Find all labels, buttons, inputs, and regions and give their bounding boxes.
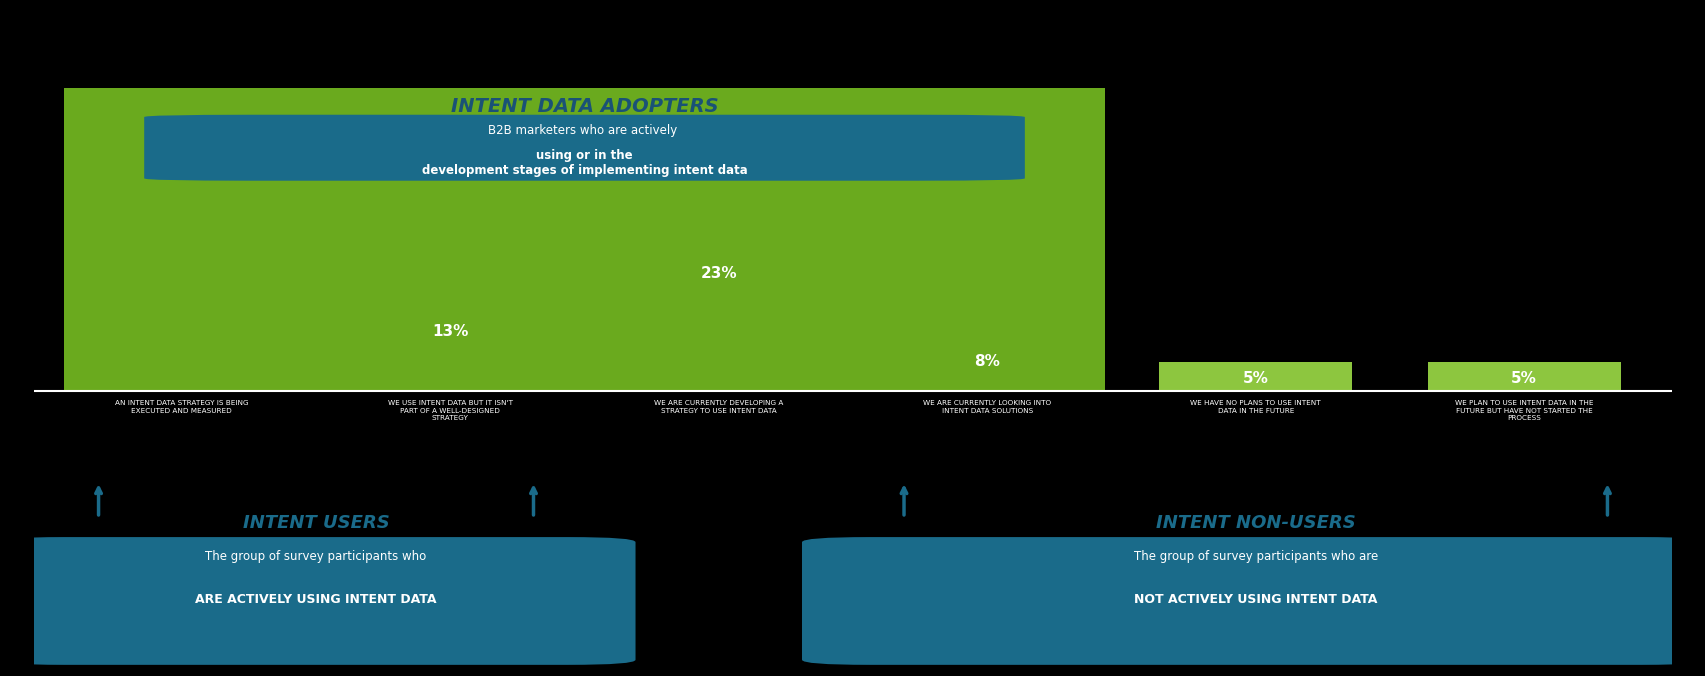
Text: AN INTENT DATA STRATEGY IS BEING
EXECUTED AND MEASURED: AN INTENT DATA STRATEGY IS BEING EXECUTE…	[114, 400, 249, 414]
Text: WE ARE CURRENTLY DEVELOPING A
STRATEGY TO USE INTENT DATA: WE ARE CURRENTLY DEVELOPING A STRATEGY T…	[653, 400, 783, 414]
Text: NOT ACTIVELY USING INTENT DATA: NOT ACTIVELY USING INTENT DATA	[1134, 593, 1376, 606]
FancyBboxPatch shape	[0, 537, 636, 665]
FancyBboxPatch shape	[145, 115, 1025, 180]
Text: INTENT NON-USERS: INTENT NON-USERS	[1156, 514, 1355, 532]
Text: The group of survey participants who: The group of survey participants who	[205, 550, 426, 563]
Text: B2B marketers who are actively: B2B marketers who are actively	[488, 124, 680, 137]
Text: INTENT DATA ADOPTERS: INTENT DATA ADOPTERS	[450, 97, 718, 116]
Bar	[63, 88, 1105, 391]
Bar	[1158, 362, 1352, 391]
Bar	[622, 257, 815, 391]
Bar	[353, 316, 547, 391]
Text: 13%: 13%	[431, 324, 469, 339]
Text: 5%: 5%	[1511, 371, 1536, 386]
Text: 5%: 5%	[1241, 371, 1269, 386]
Text: WE ARE CURRENTLY LOOKING INTO
INTENT DATA SOLUTIONS: WE ARE CURRENTLY LOOKING INTO INTENT DAT…	[922, 400, 1050, 414]
FancyBboxPatch shape	[801, 537, 1705, 665]
Text: using or in the
development stages of implementing intent data: using or in the development stages of im…	[421, 149, 747, 177]
Text: WE PLAN TO USE INTENT DATA IN THE
FUTURE BUT HAVE NOT STARTED THE
PROCESS: WE PLAN TO USE INTENT DATA IN THE FUTURE…	[1454, 400, 1592, 421]
Text: 8%: 8%	[974, 354, 999, 368]
Text: INTENT USERS: INTENT USERS	[242, 514, 389, 532]
Bar	[85, 123, 278, 391]
Text: ARE ACTIVELY USING INTENT DATA: ARE ACTIVELY USING INTENT DATA	[194, 593, 436, 606]
Text: 23%: 23%	[701, 266, 737, 281]
Text: 46%: 46%	[164, 132, 199, 147]
Bar	[1427, 362, 1620, 391]
Text: The group of survey participants who are: The group of survey participants who are	[1132, 550, 1378, 563]
Text: WE USE INTENT DATA BUT IT ISN'T
PART OF A WELL-DESIGNED
STRATEGY: WE USE INTENT DATA BUT IT ISN'T PART OF …	[387, 400, 513, 421]
Bar	[890, 345, 1083, 391]
Text: WE HAVE NO PLANS TO USE INTENT
DATA IN THE FUTURE: WE HAVE NO PLANS TO USE INTENT DATA IN T…	[1190, 400, 1320, 414]
